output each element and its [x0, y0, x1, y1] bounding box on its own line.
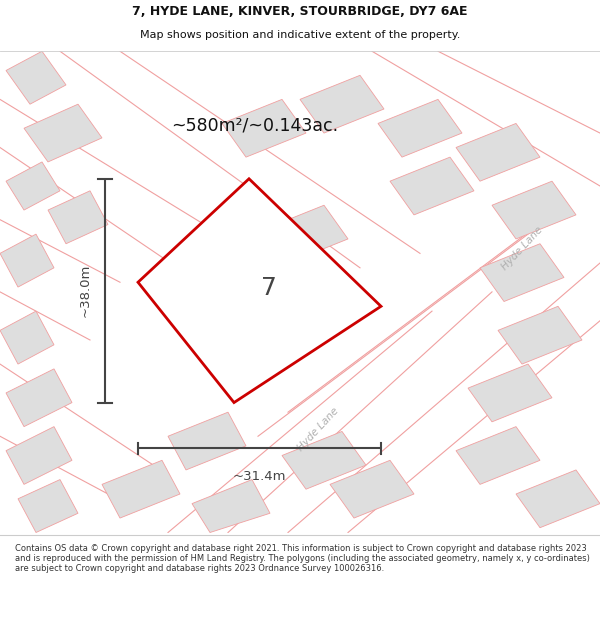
Polygon shape [168, 412, 246, 470]
Polygon shape [378, 99, 462, 157]
Text: Contains OS data © Crown copyright and database right 2021. This information is : Contains OS data © Crown copyright and d… [15, 544, 590, 573]
Polygon shape [264, 205, 348, 263]
Polygon shape [6, 51, 66, 104]
Polygon shape [6, 162, 60, 210]
Polygon shape [492, 181, 576, 239]
Polygon shape [162, 244, 228, 301]
Polygon shape [18, 479, 78, 532]
Polygon shape [6, 427, 72, 484]
Polygon shape [0, 234, 54, 287]
Polygon shape [456, 427, 540, 484]
Polygon shape [468, 364, 552, 422]
Polygon shape [480, 244, 564, 301]
Polygon shape [498, 306, 582, 364]
Text: 7: 7 [260, 276, 277, 299]
Polygon shape [300, 75, 384, 133]
Polygon shape [0, 311, 54, 364]
Polygon shape [102, 460, 180, 518]
Text: ~31.4m: ~31.4m [233, 470, 286, 483]
Polygon shape [24, 104, 102, 162]
Text: Hyde Lane: Hyde Lane [296, 406, 340, 452]
Text: Hyde Lane: Hyde Lane [500, 225, 544, 272]
Polygon shape [390, 157, 474, 215]
Text: ~38.0m: ~38.0m [79, 264, 92, 318]
Polygon shape [138, 179, 381, 402]
Polygon shape [222, 99, 306, 157]
Text: 7, HYDE LANE, KINVER, STOURBRIDGE, DY7 6AE: 7, HYDE LANE, KINVER, STOURBRIDGE, DY7 6… [132, 5, 468, 18]
Text: Map shows position and indicative extent of the property.: Map shows position and indicative extent… [140, 30, 460, 40]
Polygon shape [516, 470, 600, 528]
Polygon shape [192, 479, 270, 532]
Polygon shape [456, 124, 540, 181]
Polygon shape [282, 431, 366, 489]
Polygon shape [48, 191, 108, 244]
Polygon shape [6, 369, 72, 427]
Polygon shape [330, 460, 414, 518]
Text: ~580m²/~0.143ac.: ~580m²/~0.143ac. [171, 117, 338, 135]
